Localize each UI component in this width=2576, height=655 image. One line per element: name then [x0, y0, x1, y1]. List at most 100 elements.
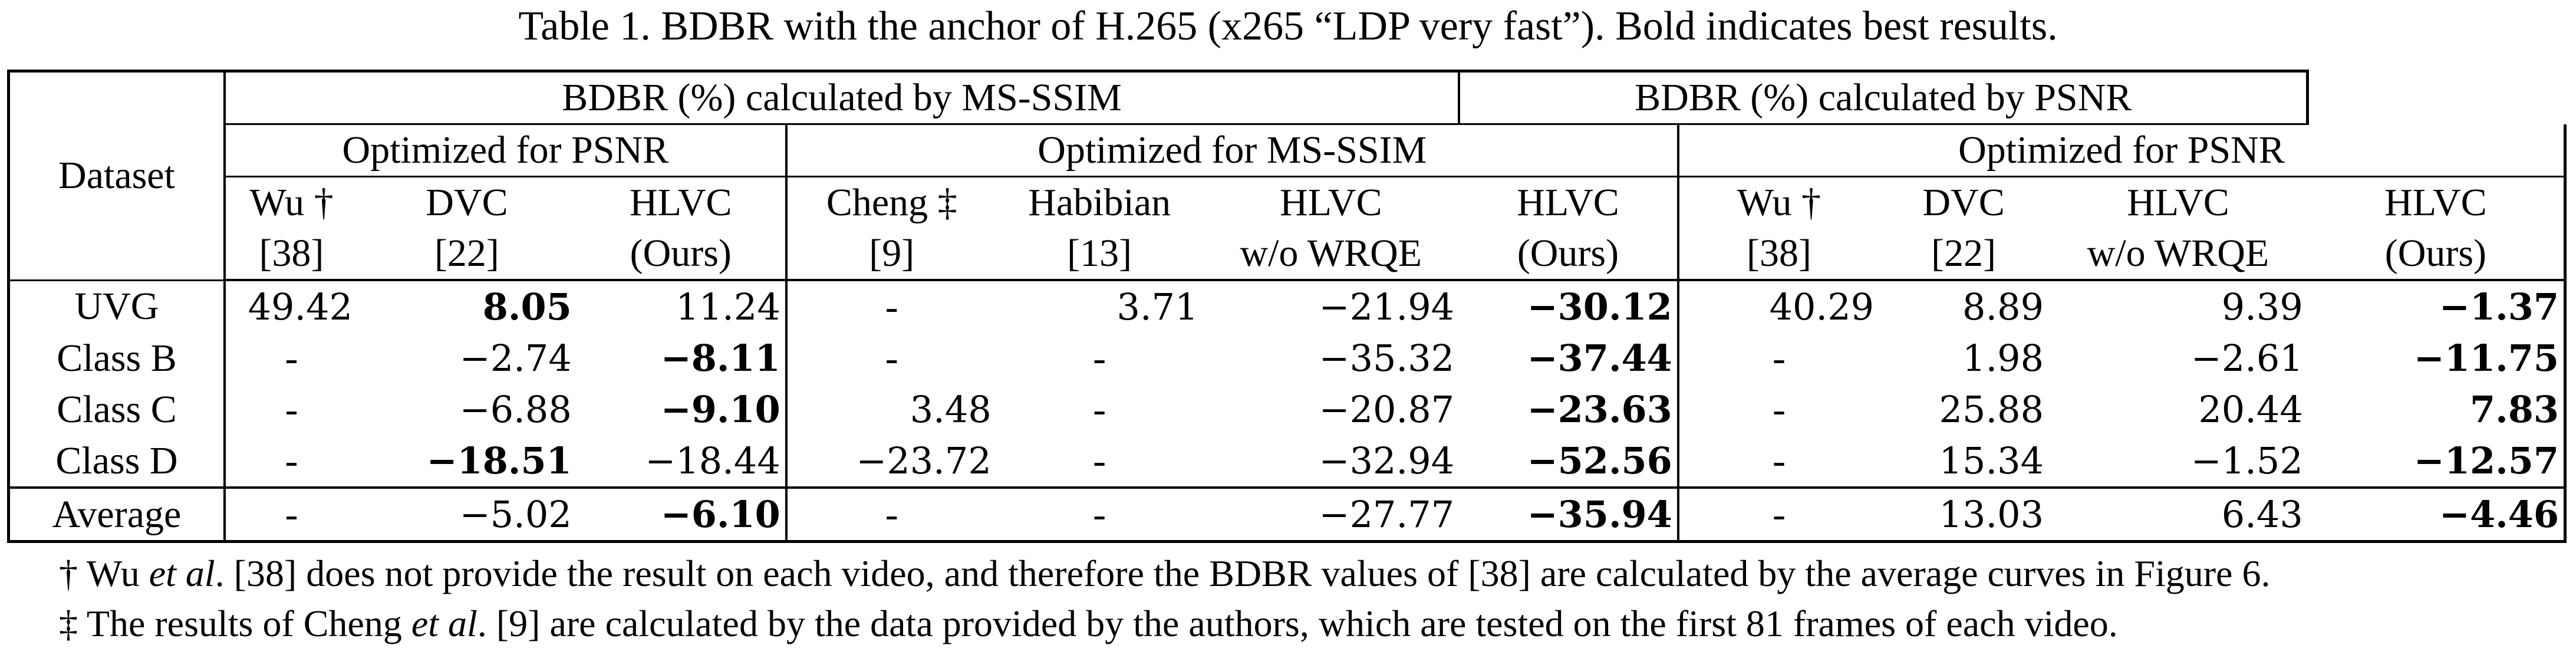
- table-cell: -: [1093, 336, 1106, 380]
- col-header-ref: (Ours): [1459, 228, 1678, 281]
- table-cell: −18.44: [576, 435, 786, 489]
- table-cell: −20.87: [1319, 387, 1455, 431]
- table-cell: −11.75: [2307, 333, 2567, 384]
- table-cell: 9.39: [2221, 285, 2303, 328]
- col-header-name: HLVC: [2127, 181, 2229, 224]
- table-caption: Table 1. BDBR with the anchor of H.265 (…: [518, 4, 2058, 49]
- table-cell: -: [785, 333, 996, 384]
- table-cell: 49.42: [223, 280, 358, 333]
- footnote-cheng: ‡ The results of Cheng et al. [9] are ca…: [59, 603, 2118, 644]
- header-row-optimization: Optimized for PSNR Optimized for MS-SSIM…: [9, 124, 2567, 177]
- table-cell: -: [996, 435, 1203, 489]
- subheader-opt-msssim: Optimized for MS-SSIM: [785, 124, 1678, 177]
- table-cell: −2.61: [2190, 336, 2303, 380]
- table-cell: −1.52: [2048, 435, 2308, 489]
- table-row: Average - −5.02 −6.10- - −27.77 −35.94-13.03 6.…: [6, 488, 2567, 543]
- table-cell: -: [223, 435, 358, 489]
- table-cell: −9.10: [660, 387, 780, 431]
- col-header-ref: [38]: [1676, 228, 1879, 281]
- table-row: UVG 49.42 8.05 11.24- 3.71 −21.94 −30.12 40.29 8…: [6, 280, 2567, 333]
- table-cell: -: [1676, 435, 1879, 489]
- table-cell: −6.88: [459, 387, 572, 431]
- table-cell: -: [996, 488, 1203, 543]
- col-header-name: Cheng ‡: [785, 176, 996, 228]
- col-header-ref: [13]: [996, 228, 1203, 281]
- table-cell: −5.02: [357, 488, 577, 543]
- col-header-name: DVC: [426, 181, 508, 224]
- table-cell: 11.24: [676, 285, 780, 328]
- table-cell: −30.12: [1527, 285, 1672, 328]
- table-row: Class B - −2.74 −8.11- - −35.32 −37.44-1.98 −2.…: [6, 333, 2567, 384]
- table-cell: -: [785, 280, 996, 333]
- footnotes: † Wu et al. [38] does not provide the re…: [59, 548, 2270, 649]
- bdbr-table: Dataset BDBR (%) calculated by MS-SSIM B…: [6, 70, 2567, 543]
- table-cell: −6.10: [576, 488, 786, 543]
- col-header-ref: w/o WRQE: [1203, 228, 1460, 281]
- col-header-ref: [22]: [357, 228, 577, 281]
- table-cell: -: [223, 333, 358, 384]
- col-header-ref: (Ours): [576, 228, 786, 281]
- subheader-opt-psnr-1: Optimized for PSNR: [223, 124, 786, 177]
- table-cell: -: [1676, 384, 1879, 435]
- group-header-psnr: BDBR (%) calculated by PSNR: [1458, 70, 2310, 125]
- col-header-ref: [22]: [1879, 228, 2049, 281]
- table-cell: 20.44: [2198, 387, 2303, 431]
- table-cell: -: [1093, 387, 1106, 431]
- dataset-header: Dataset: [6, 70, 225, 281]
- table-cell: 8.89: [1962, 285, 2044, 328]
- table-cell: −32.94: [1203, 435, 1460, 489]
- col-header-ref: [9]: [785, 228, 996, 281]
- table-body: UVG 49.42 8.05 11.24-3.71 −21.94 −30.12 40.29 8…: [6, 280, 2567, 489]
- table-cell: −23.63: [1527, 387, 1672, 431]
- table-cell: −18.51: [357, 435, 577, 489]
- col-header-name: Wu †: [223, 176, 358, 228]
- table-cell: 40.29: [1676, 280, 1879, 333]
- col-header-ref: (Ours): [2307, 228, 2567, 281]
- col-header-name: Habibian: [1028, 181, 1171, 224]
- col-header-name: DVC: [1922, 181, 2005, 224]
- col-header-ref: w/o WRQE: [2048, 228, 2308, 281]
- table-cell: 3.71: [1116, 285, 1198, 328]
- col-header-name: Wu †: [1676, 176, 1879, 228]
- table-cell: −21.94: [1319, 285, 1455, 328]
- table-cell: -: [1676, 333, 1879, 384]
- header-row-groups: Dataset BDBR (%) calculated by MS-SSIM B…: [6, 70, 2565, 281]
- table-cell: 25.88: [1939, 387, 2044, 431]
- table-cell: 1.98: [1962, 336, 2044, 380]
- col-header-name: HLVC: [1517, 181, 1619, 224]
- table-cell: -: [223, 488, 358, 543]
- table-cell: −4.46: [2307, 488, 2567, 543]
- table-cell: 6.43: [2048, 488, 2308, 543]
- table-average: Average - −5.02 −6.10- - −27.77 −35.94-13.03 6.…: [6, 488, 2567, 543]
- table-cell: −27.77: [1203, 488, 1460, 543]
- table-cell: −37.44: [1527, 336, 1672, 380]
- table-cell: −52.56: [1459, 435, 1678, 489]
- col-header-ref: [38]: [223, 228, 358, 281]
- dataset-label: Class B: [6, 333, 225, 384]
- table-cell: -: [1676, 488, 1879, 543]
- table-cell: −2.74: [459, 336, 572, 380]
- header-row-method-refs: [38] [22] (Ours) [9] [13] w/o WRQE (Ours…: [9, 228, 2567, 281]
- table-cell: −35.94: [1459, 488, 1678, 543]
- table-cell: 15.34: [1879, 435, 2049, 489]
- table-row: Class D - −18.51 −18.44 −23.72- −32.94 −52.56-…: [6, 435, 2567, 489]
- table-cell: −35.32: [1319, 336, 1455, 380]
- table-cell: −12.57: [2307, 435, 2567, 489]
- footnote-wu: † Wu et al. [38] does not provide the re…: [59, 552, 2271, 594]
- table-cell: 8.05: [482, 285, 572, 328]
- col-header-name: HLVC: [1280, 181, 1382, 224]
- table-cell: −23.72: [785, 435, 996, 489]
- dataset-label: UVG: [6, 280, 225, 333]
- dataset-label: Class D: [6, 435, 225, 489]
- table-row: Class C - −6.88 −9.10 3.48- −20.87 −23.63-25.8…: [6, 384, 2567, 435]
- table-cell: 3.48: [785, 384, 996, 435]
- header-row-method-names: Wu † DVC HLVC Cheng ‡ Habibian HLVC HLVC…: [9, 176, 2567, 228]
- bdbr-table-container: Dataset BDBR (%) calculated by MS-SSIM B…: [6, 70, 2567, 543]
- col-header-name: HLVC: [629, 181, 732, 224]
- table-cell: −8.11: [660, 336, 780, 380]
- dataset-label: Average: [6, 488, 225, 543]
- table-cell: −1.37: [2307, 280, 2567, 333]
- dataset-label: Class C: [6, 384, 225, 435]
- table-cell: -: [223, 384, 358, 435]
- table-cell: 7.83: [2307, 384, 2567, 435]
